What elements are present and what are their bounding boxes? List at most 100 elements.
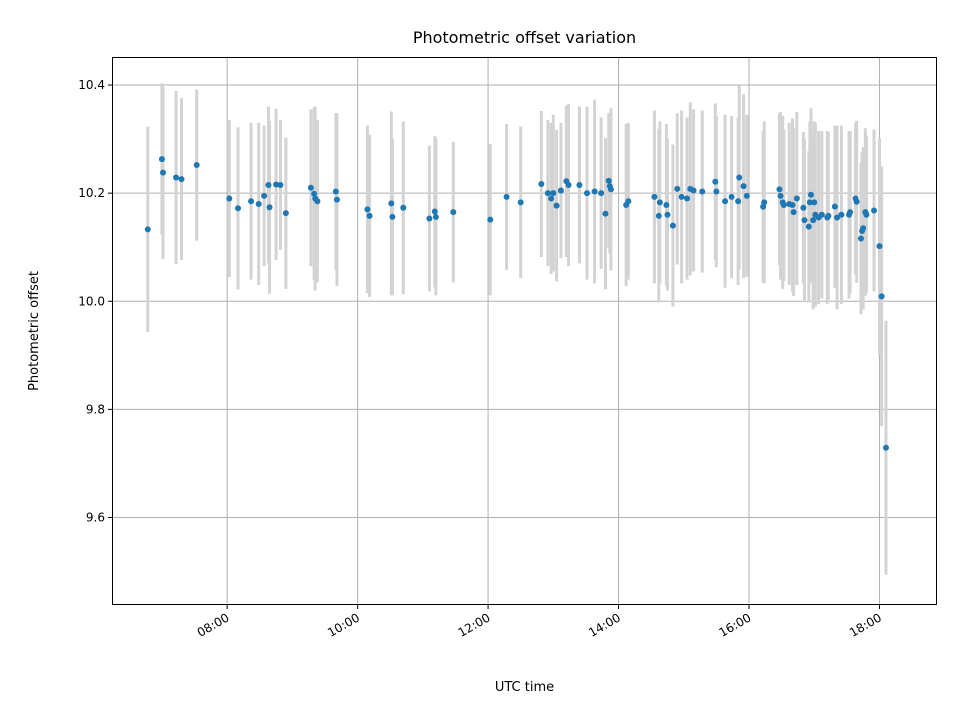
data-point bbox=[664, 211, 671, 218]
data-point bbox=[878, 293, 885, 300]
data-point bbox=[487, 216, 494, 223]
data-point bbox=[565, 182, 572, 189]
data-point bbox=[553, 202, 560, 209]
data-point bbox=[860, 225, 867, 232]
data-point bbox=[800, 204, 807, 211]
data-point bbox=[790, 209, 797, 216]
data-point bbox=[605, 177, 612, 184]
y-tick-label: 9.8 bbox=[86, 402, 105, 416]
data-point bbox=[426, 215, 433, 222]
data-point bbox=[678, 193, 685, 200]
data-point bbox=[656, 199, 663, 206]
data-point bbox=[806, 199, 813, 206]
data-point bbox=[277, 182, 284, 189]
data-point bbox=[801, 217, 808, 224]
data-point bbox=[690, 187, 697, 194]
data-point bbox=[248, 198, 255, 205]
data-point bbox=[713, 188, 720, 195]
data-point bbox=[777, 192, 784, 199]
data-point bbox=[807, 191, 814, 198]
data-point bbox=[776, 186, 783, 193]
data-point bbox=[712, 178, 719, 185]
data-point bbox=[226, 195, 233, 202]
data-point bbox=[780, 202, 787, 209]
data-point bbox=[307, 184, 314, 191]
data-point bbox=[591, 188, 598, 195]
data-point bbox=[871, 207, 878, 214]
data-point bbox=[722, 198, 729, 205]
y-axis-label: Photometric offset bbox=[27, 271, 42, 391]
data-point bbox=[736, 174, 743, 181]
data-point bbox=[818, 211, 825, 218]
data-point bbox=[544, 190, 551, 197]
plot-frame bbox=[112, 57, 937, 605]
data-point bbox=[743, 192, 750, 199]
data-point bbox=[193, 162, 200, 169]
data-point bbox=[810, 217, 817, 224]
data-points bbox=[144, 156, 889, 451]
data-point bbox=[178, 176, 185, 183]
y-tick-label: 10.0 bbox=[78, 294, 105, 308]
data-point bbox=[651, 193, 658, 200]
data-point bbox=[432, 213, 439, 220]
data-point bbox=[740, 183, 747, 190]
y-axis-ticks: 9.6 9.8 10.0 10.2 10.4 bbox=[78, 78, 113, 525]
data-point bbox=[517, 199, 524, 206]
data-point bbox=[538, 180, 545, 187]
data-point bbox=[761, 199, 768, 206]
data-point bbox=[863, 211, 870, 218]
data-point bbox=[332, 188, 339, 195]
data-point bbox=[811, 199, 818, 206]
data-point bbox=[789, 202, 796, 209]
data-point bbox=[699, 188, 706, 195]
data-point bbox=[160, 169, 167, 176]
data-point bbox=[655, 212, 662, 219]
y-tick-label: 9.6 bbox=[86, 511, 105, 525]
data-point bbox=[144, 226, 151, 233]
data-point bbox=[388, 200, 395, 207]
x-axis-label: UTC time bbox=[495, 680, 554, 695]
data-point bbox=[625, 198, 632, 205]
data-point bbox=[173, 174, 180, 181]
data-point bbox=[503, 193, 510, 200]
data-point bbox=[735, 198, 742, 205]
data-point bbox=[158, 156, 165, 163]
data-point bbox=[607, 186, 614, 193]
data-point bbox=[400, 204, 407, 211]
data-point bbox=[669, 222, 676, 229]
data-point bbox=[450, 209, 457, 216]
data-point bbox=[333, 196, 340, 203]
data-point bbox=[364, 206, 371, 213]
data-point bbox=[876, 243, 883, 250]
data-point bbox=[857, 235, 864, 242]
data-point bbox=[431, 208, 438, 215]
data-point bbox=[831, 203, 838, 210]
data-point bbox=[576, 182, 583, 189]
data-point bbox=[314, 198, 321, 205]
data-point bbox=[584, 190, 591, 197]
data-point bbox=[882, 444, 889, 451]
data-point bbox=[548, 195, 555, 202]
data-point bbox=[311, 190, 318, 197]
y-tick-label: 10.4 bbox=[78, 78, 105, 92]
data-point bbox=[366, 212, 373, 219]
data-point bbox=[550, 190, 557, 197]
data-point bbox=[793, 195, 800, 202]
data-point bbox=[266, 204, 273, 211]
data-point bbox=[273, 181, 280, 188]
data-point bbox=[805, 223, 812, 230]
data-point bbox=[255, 200, 262, 207]
data-point bbox=[235, 205, 242, 212]
data-point bbox=[598, 190, 605, 197]
data-point bbox=[853, 198, 860, 205]
data-point bbox=[602, 210, 609, 217]
data-point bbox=[728, 193, 735, 200]
data-point bbox=[825, 212, 832, 219]
data-point bbox=[261, 192, 268, 199]
data-point bbox=[282, 210, 289, 217]
data-point bbox=[847, 209, 854, 216]
data-point bbox=[389, 213, 396, 220]
data-point bbox=[674, 185, 681, 192]
